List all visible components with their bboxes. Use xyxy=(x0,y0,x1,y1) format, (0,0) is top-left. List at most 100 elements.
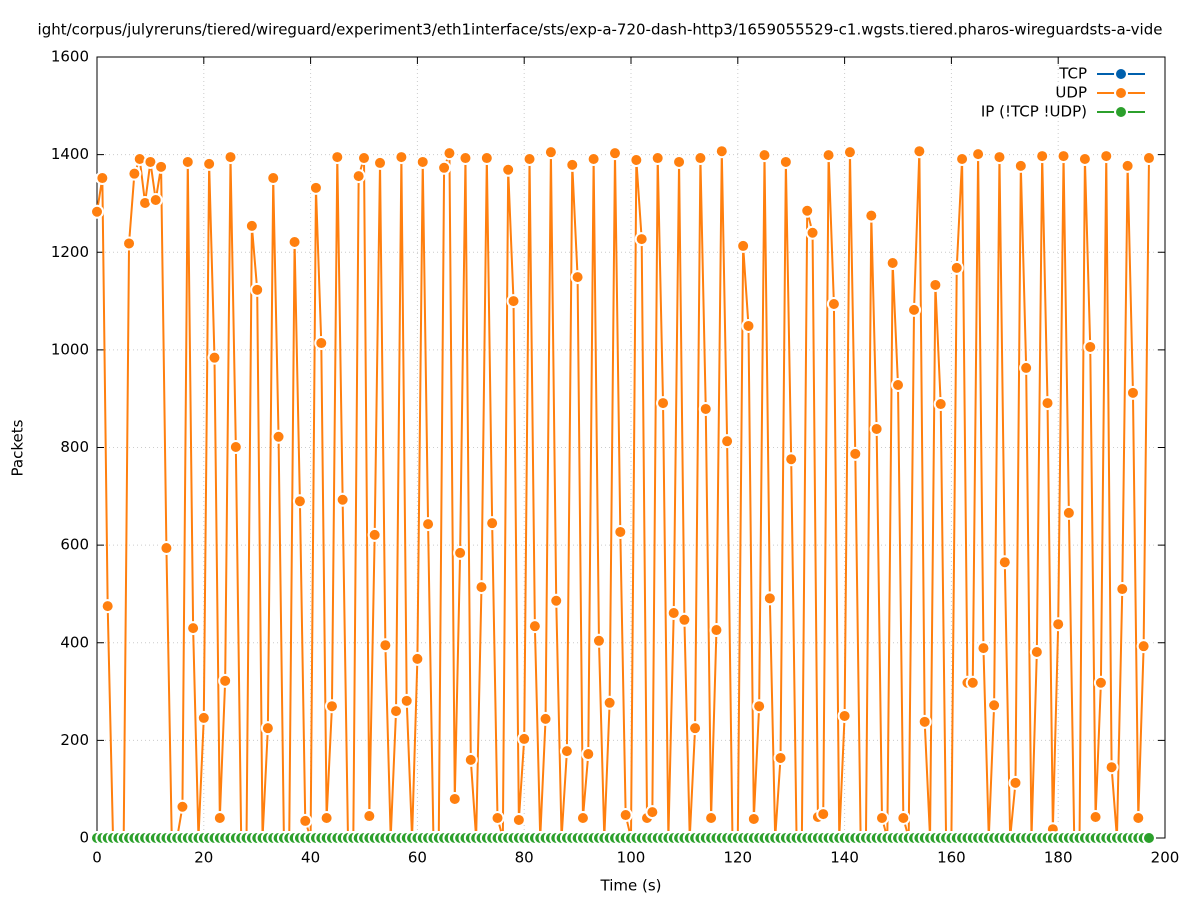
data-point xyxy=(629,152,644,167)
y-tick-label: 1400 xyxy=(51,145,89,163)
data-point xyxy=(837,708,852,723)
data-point xyxy=(1141,831,1156,845)
y-axis-label: Packets xyxy=(9,419,27,476)
y-tick-label: 1600 xyxy=(51,48,89,66)
data-point xyxy=(1115,582,1130,597)
data-point xyxy=(180,154,195,169)
data-point xyxy=(992,150,1007,165)
data-point xyxy=(1013,158,1028,173)
data-point xyxy=(378,638,393,653)
data-point xyxy=(453,545,468,560)
data-point xyxy=(260,721,275,736)
data-point xyxy=(148,193,163,208)
data-point xyxy=(1019,360,1034,375)
data-point xyxy=(1029,645,1044,660)
data-point xyxy=(463,752,478,767)
data-point xyxy=(864,208,879,223)
data-point xyxy=(800,203,815,218)
data-point xyxy=(1040,396,1055,411)
data-point xyxy=(896,810,911,825)
data-point xyxy=(511,812,526,827)
data-point xyxy=(1088,810,1103,825)
data-point xyxy=(447,791,462,806)
data-point xyxy=(314,336,329,351)
data-point xyxy=(527,619,542,634)
data-point xyxy=(773,750,788,765)
data-point xyxy=(1035,149,1050,164)
data-point xyxy=(351,169,366,184)
x-tick-label: 0 xyxy=(92,849,102,867)
data-point xyxy=(330,150,345,165)
data-point xyxy=(1008,775,1023,790)
data-point xyxy=(517,731,532,746)
data-point xyxy=(373,155,388,170)
data-point xyxy=(362,809,377,824)
data-point xyxy=(319,810,334,825)
data-point xyxy=(645,805,660,820)
data-point xyxy=(292,494,307,509)
data-point xyxy=(522,152,537,167)
data-point xyxy=(298,813,313,828)
data-point xyxy=(965,675,980,690)
data-point xyxy=(266,171,281,186)
y-tick-label: 800 xyxy=(60,438,89,456)
data-point xyxy=(848,446,863,461)
y-tick-label: 0 xyxy=(79,829,89,847)
data-point xyxy=(987,698,1002,713)
data-point xyxy=(501,162,516,177)
data-point xyxy=(1141,151,1156,166)
data-point xyxy=(127,166,142,181)
data-point xyxy=(1120,158,1135,173)
data-point xyxy=(912,144,927,159)
data-point xyxy=(95,171,110,186)
data-point xyxy=(196,710,211,725)
data-point xyxy=(485,516,500,531)
data-point xyxy=(1093,675,1108,690)
data-point xyxy=(1104,760,1119,775)
data-point xyxy=(586,152,601,167)
x-tick-label: 80 xyxy=(515,849,534,867)
data-point xyxy=(159,541,174,556)
x-tick-label: 140 xyxy=(830,849,859,867)
data-point xyxy=(335,492,350,507)
chart-title: ight/corpus/julyreruns/tiered/wireguard/… xyxy=(38,21,1163,39)
data-point xyxy=(394,150,409,165)
data-point xyxy=(826,296,841,311)
data-point xyxy=(1083,339,1098,354)
data-point xyxy=(891,378,905,393)
y-tick-label: 1200 xyxy=(51,243,89,261)
data-point xyxy=(324,699,339,714)
data-point xyxy=(570,270,585,285)
data-point xyxy=(634,232,649,247)
data-point xyxy=(1061,505,1076,520)
data-point xyxy=(287,234,302,249)
data-point xyxy=(1051,617,1066,632)
data-point xyxy=(842,145,857,160)
data-point xyxy=(821,148,836,163)
data-point xyxy=(175,799,190,814)
data-point xyxy=(1099,149,1114,164)
data-point xyxy=(506,294,521,309)
data-point xyxy=(202,156,217,171)
data-point xyxy=(271,429,286,444)
data-point xyxy=(543,145,558,160)
data-point xyxy=(928,277,943,292)
data-point xyxy=(212,810,227,825)
data-point xyxy=(736,238,751,253)
data-point xyxy=(1136,639,1151,654)
data-point xyxy=(741,318,756,333)
data-point xyxy=(410,651,425,666)
x-tick-label: 20 xyxy=(194,849,213,867)
data-point xyxy=(575,810,590,825)
data-point xyxy=(885,255,900,270)
data-point xyxy=(591,633,606,648)
x-tick-label: 120 xyxy=(723,849,752,867)
data-point xyxy=(746,811,761,826)
x-tick-label: 160 xyxy=(937,849,966,867)
data-point xyxy=(474,580,489,595)
data-point xyxy=(479,151,494,166)
data-point xyxy=(186,621,201,636)
data-point xyxy=(490,810,505,825)
y-tick-label: 600 xyxy=(60,536,89,554)
legend-swatch xyxy=(1114,86,1128,100)
